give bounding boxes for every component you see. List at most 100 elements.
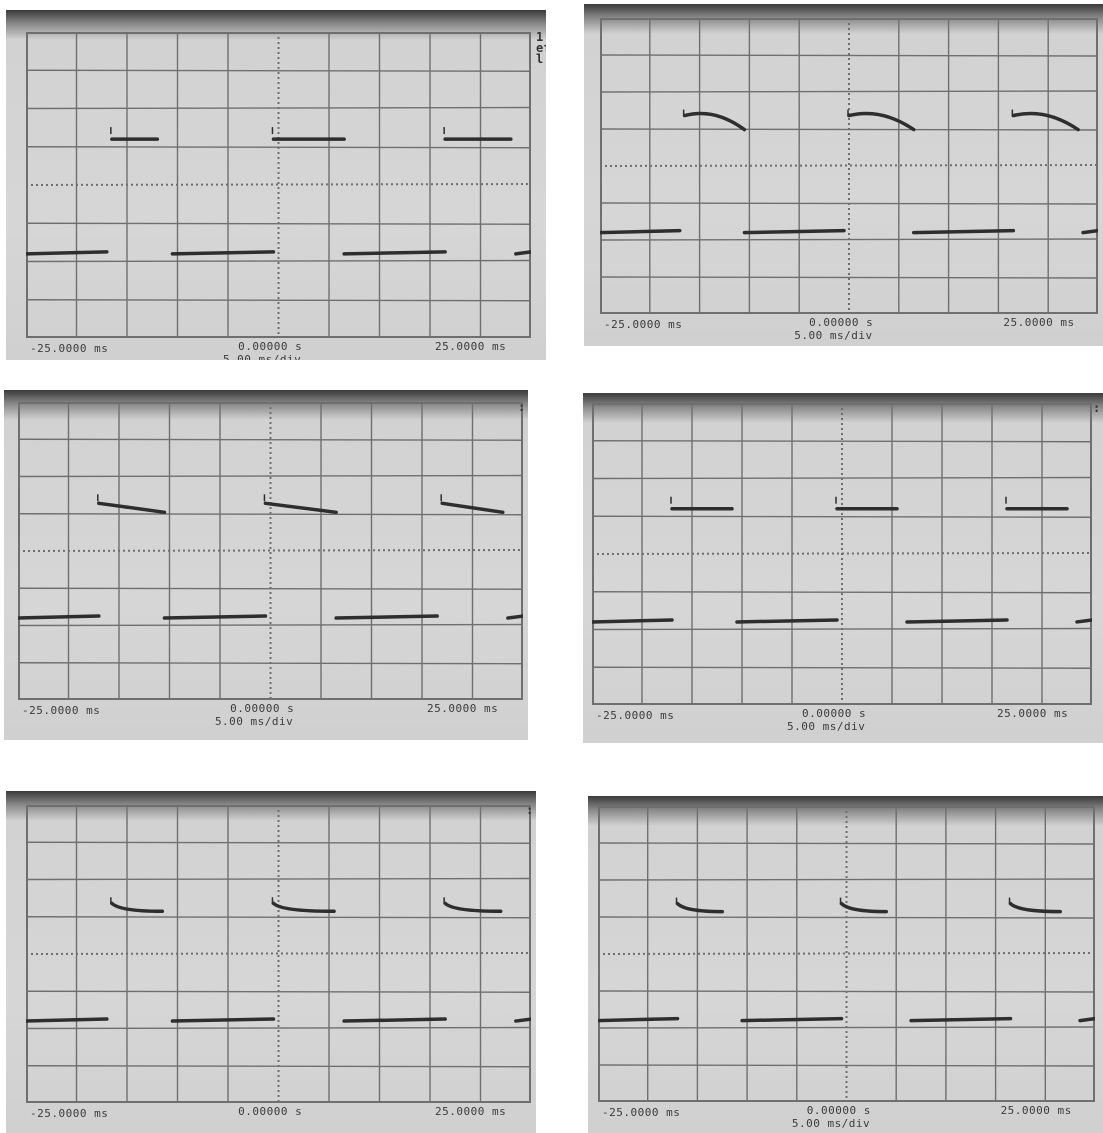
grid-line-horizontal bbox=[26, 222, 531, 225]
waveform-trace-low bbox=[506, 614, 523, 620]
center-horizontal-axis bbox=[26, 952, 531, 955]
waveform-trace-low bbox=[909, 1016, 1013, 1023]
grid-line-horizontal bbox=[18, 474, 523, 478]
grid-line-horizontal bbox=[18, 438, 523, 441]
time-center-label: 0.00000 s bbox=[806, 1104, 871, 1117]
waveform-trace-low bbox=[162, 614, 268, 620]
waveform-trace-low bbox=[742, 228, 846, 235]
grid-line-horizontal bbox=[26, 106, 531, 110]
edge-text: : bbox=[526, 803, 534, 817]
waveform-trace-low bbox=[592, 618, 674, 624]
grid-line-horizontal bbox=[592, 591, 1092, 594]
waveform-trace-low bbox=[170, 250, 276, 256]
time-center-label: 0.00000 s bbox=[809, 316, 874, 329]
waveform-trace-low bbox=[735, 618, 839, 624]
waveform-trace-low bbox=[514, 250, 531, 256]
grid-line-horizontal bbox=[26, 146, 531, 149]
time-right-label: 25.0000 ms bbox=[1003, 316, 1075, 329]
grid-line-horizontal bbox=[592, 476, 1092, 480]
scope-panel-bottom-right: -25.0000 ms 0.00000 s 5.00 ms/div 25.0000 m… bbox=[588, 796, 1103, 1133]
waveform-trace-low bbox=[905, 618, 1009, 624]
grid-line-horizontal bbox=[598, 878, 1095, 881]
time-center-label: 0.00000 s bbox=[238, 340, 303, 353]
edge-text: l bbox=[536, 52, 544, 66]
time-center-label: 0.00000 s bbox=[238, 1105, 303, 1118]
scope-panel-middle-left: -25.0000 ms 0.00000 s 5.00 ms/div 25.0000 m… bbox=[4, 390, 528, 740]
waveform-trace-high bbox=[682, 111, 747, 132]
waveform-trace-low bbox=[911, 228, 1016, 235]
grid-line-horizontal bbox=[18, 662, 523, 665]
grid-line-horizontal bbox=[592, 515, 1092, 518]
edge-text: : bbox=[1093, 401, 1101, 415]
waveform-trace-low bbox=[26, 1017, 109, 1023]
time-right-label: 25.0000 ms bbox=[435, 340, 507, 353]
grid-line-horizontal bbox=[598, 916, 1095, 919]
waveform-trace-low bbox=[26, 250, 109, 256]
grid-line-horizontal bbox=[600, 54, 1098, 57]
waveform-trace-low bbox=[1075, 618, 1092, 624]
waveform-trace-high bbox=[839, 901, 889, 914]
center-horizontal-axis bbox=[26, 183, 531, 186]
waveform-trace-high bbox=[675, 901, 724, 914]
center-horizontal-axis bbox=[18, 549, 523, 552]
waveform-trace-low bbox=[342, 250, 447, 256]
time-left-label: -25.0000 ms bbox=[30, 1107, 109, 1120]
scope-panel-bottom-left: -25.0000 ms 0.00000 s 25.0000 ms: bbox=[6, 791, 536, 1133]
center-horizontal-axis bbox=[598, 952, 1095, 955]
time-left-label: -25.0000 ms bbox=[602, 1106, 681, 1119]
scope-graticule bbox=[600, 18, 1098, 314]
center-horizontal-axis bbox=[600, 164, 1098, 167]
time-left-label: -25.0000 ms bbox=[604, 318, 683, 331]
grid-line-horizontal bbox=[26, 877, 531, 881]
waveform-trace-high bbox=[443, 901, 503, 914]
timebase-label: 5.00 ms/div bbox=[222, 353, 302, 360]
time-right-label: 25.0000 ms bbox=[997, 707, 1069, 720]
scope-graticule bbox=[598, 806, 1095, 1102]
grid-line-horizontal bbox=[26, 299, 531, 302]
waveform-trace-low bbox=[1081, 228, 1098, 235]
waveform-trace-low bbox=[740, 1016, 844, 1023]
grid-line-horizontal bbox=[18, 587, 523, 590]
grid-line-horizontal bbox=[598, 842, 1095, 845]
grid-line-horizontal bbox=[600, 276, 1098, 279]
grid-line-horizontal bbox=[26, 1026, 531, 1030]
grid-line-horizontal bbox=[26, 1065, 531, 1068]
grid-line-horizontal bbox=[26, 990, 531, 993]
grid-line-horizontal bbox=[600, 90, 1098, 93]
grid-line-horizontal bbox=[26, 916, 531, 919]
waveform-trace-low bbox=[600, 228, 682, 235]
waveform-trace-low bbox=[170, 1017, 276, 1023]
time-center-label: 0.00000 s bbox=[802, 707, 867, 720]
grid-line-horizontal bbox=[592, 627, 1092, 631]
grid-line-horizontal bbox=[598, 1026, 1095, 1029]
timebase-label: 5.00 ms/div bbox=[791, 1117, 871, 1130]
waveform-trace-high bbox=[1011, 111, 1080, 132]
edge-text: ef bbox=[536, 41, 546, 55]
grid-line-horizontal bbox=[592, 440, 1092, 443]
time-right-label: 25.0000 ms bbox=[1000, 1104, 1072, 1117]
grid-line-horizontal bbox=[18, 623, 523, 627]
waveform-trace-low bbox=[342, 1017, 447, 1023]
waveform-trace-low bbox=[598, 1016, 680, 1023]
waveform-trace-low bbox=[1078, 1016, 1095, 1023]
edge-text: : bbox=[518, 400, 526, 414]
time-left-label: -25.0000 ms bbox=[30, 342, 109, 355]
waveform-trace-high bbox=[847, 111, 916, 132]
grid-line-horizontal bbox=[18, 513, 523, 516]
center-horizontal-axis bbox=[592, 552, 1092, 555]
grid-line-horizontal bbox=[598, 990, 1095, 993]
scope-panel-middle-right: -25.0000 ms 0.00000 s 5.00 ms/div 25.0000 m… bbox=[583, 393, 1103, 743]
grid-line-horizontal bbox=[26, 259, 531, 263]
waveform-trace-low bbox=[334, 614, 439, 620]
time-right-label: 25.0000 ms bbox=[427, 702, 499, 715]
grid-line-horizontal bbox=[26, 841, 531, 844]
edge-text: 1 bbox=[536, 30, 544, 44]
scope-graticule bbox=[26, 32, 531, 338]
waveform-trace-high bbox=[271, 901, 336, 914]
grid-line-horizontal bbox=[598, 1064, 1095, 1067]
time-left-label: -25.0000 ms bbox=[596, 709, 675, 722]
waveform-trace-high bbox=[97, 501, 167, 515]
scope-panel-top-right: -25.0000 ms 0.00000 s 5.00 ms/div 25.0000 m… bbox=[584, 4, 1103, 346]
waveform-trace-low bbox=[514, 1017, 531, 1023]
grid-line-horizontal bbox=[600, 202, 1098, 205]
